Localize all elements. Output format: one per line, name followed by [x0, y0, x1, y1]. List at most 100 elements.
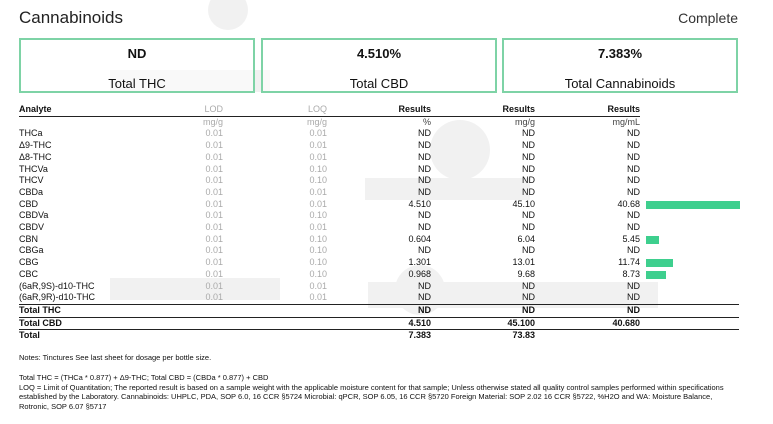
method-notes: Total THC = (THCa * 0.877) + Δ9-THC; Tot… — [19, 373, 744, 411]
summary-box-total-cbd: 4.510% Total CBD — [261, 38, 497, 93]
result-mgg: 13.01 — [512, 257, 535, 268]
analyte-name: Δ8-THC — [19, 151, 52, 162]
lod-value: 0.01 — [205, 186, 223, 197]
result-mgml: ND — [627, 245, 640, 256]
result-mgml: 8.73 — [622, 268, 640, 279]
blank — [223, 329, 327, 343]
analyte-name: THCVa — [19, 163, 48, 174]
summary-value: ND — [127, 46, 147, 61]
bar-cell — [640, 140, 739, 152]
result-mgg: ND — [522, 151, 535, 162]
loq-value: 0.01 — [309, 186, 327, 197]
loq-value: 0.01 — [309, 128, 327, 139]
loq-value: 0.01 — [309, 292, 327, 303]
header-results-mgg: Results — [431, 104, 535, 117]
bar-cell — [640, 269, 739, 281]
lod-value: 0.01 — [205, 198, 223, 209]
result-pct: ND — [418, 128, 431, 139]
loq-value: 0.10 — [309, 175, 327, 186]
bar-cell — [640, 128, 739, 140]
loq-value: 0.01 — [309, 151, 327, 162]
total-pct: 4.510 — [327, 316, 431, 330]
lod-value: 0.01 — [205, 292, 223, 303]
total-row: Total THC ND ND ND — [19, 303, 739, 318]
table-row: CBGa 0.01 0.10 ND ND ND — [19, 245, 739, 257]
result-pct: ND — [418, 222, 431, 233]
result-mgml: ND — [627, 186, 640, 197]
blank — [640, 316, 739, 330]
result-mgg: 9.68 — [517, 268, 535, 279]
total-pct: ND — [327, 303, 431, 318]
total-mgml: ND — [535, 303, 640, 318]
result-bar — [646, 200, 740, 209]
result-mgg: ND — [522, 128, 535, 139]
result-mgml: ND — [627, 280, 640, 291]
result-mgml: ND — [627, 128, 640, 139]
unit-bar-spacer — [640, 116, 739, 128]
total-mgg: 45.100 — [431, 316, 535, 330]
total-mgg: ND — [431, 303, 535, 318]
result-mgg: ND — [522, 210, 535, 221]
result-pct: 0.604 — [408, 233, 431, 244]
analyte-name: CBD — [19, 198, 39, 209]
table-row: Δ9-THC 0.01 0.01 ND ND ND — [19, 140, 739, 152]
result-pct: ND — [418, 245, 431, 256]
table-row: CBN 0.01 0.10 0.604 6.04 5.45 — [19, 234, 739, 246]
unit-mgg: mg/g — [514, 116, 535, 127]
result-mgml: 11.74 — [618, 257, 640, 268]
bar-cell — [640, 281, 739, 293]
result-mgml: ND — [627, 210, 640, 221]
bar-cell — [640, 164, 739, 176]
blank — [134, 329, 223, 343]
lod-value: 0.01 — [205, 175, 223, 186]
table-row: (6aR,9R)-d10-THC 0.01 0.01 ND ND ND — [19, 292, 739, 304]
total-name: Total THC — [19, 303, 134, 318]
analyte-name: CBDV — [19, 222, 45, 233]
lod-value: 0.01 — [205, 128, 223, 139]
result-mgml: ND — [627, 140, 640, 151]
header-results-mgml: Results — [535, 104, 640, 117]
unit-analyte — [19, 116, 134, 128]
unit-mgml: mg/mL — [612, 116, 640, 127]
analyte-name: THCV — [19, 175, 44, 186]
result-pct: ND — [418, 292, 431, 303]
header-results-pct: Results — [327, 104, 431, 117]
header-analyte: Analyte — [19, 104, 134, 117]
loq-value: 0.10 — [309, 163, 327, 174]
result-pct: ND — [418, 151, 431, 162]
loq-value: 0.10 — [309, 245, 327, 256]
result-mgg: ND — [522, 186, 535, 197]
table-row: CBC 0.01 0.10 0.968 9.68 8.73 — [19, 269, 739, 281]
loq-value: 0.10 — [309, 268, 327, 279]
analyte-name: (6aR,9R)-d10-THC — [19, 292, 96, 303]
formula-line: Total THC = (THCa * 0.877) + Δ9-THC; Tot… — [19, 373, 269, 382]
result-mgg: ND — [522, 140, 535, 151]
result-pct: 1.301 — [408, 257, 431, 268]
analyte-name: CBC — [19, 268, 39, 279]
lod-value: 0.01 — [205, 210, 223, 221]
bar-cell — [640, 152, 739, 164]
lod-value: 0.01 — [205, 245, 223, 256]
result-mgg: ND — [522, 175, 535, 186]
loq-value: 0.01 — [309, 198, 327, 209]
lod-value: 0.01 — [205, 140, 223, 151]
analyte-name: CBDVa — [19, 210, 49, 221]
bar-cell — [640, 257, 739, 269]
bar-cell — [640, 175, 739, 187]
table-row: CBG 0.01 0.10 1.301 13.01 11.74 — [19, 257, 739, 269]
analyte-name: CBDa — [19, 186, 44, 197]
bar-cell — [640, 245, 739, 257]
result-bar — [646, 259, 674, 268]
result-pct: ND — [418, 175, 431, 186]
unit-pct: % — [422, 116, 431, 127]
result-pct: 0.968 — [408, 268, 431, 279]
total-pct: 7.383 — [327, 329, 431, 343]
result-mgml: ND — [627, 175, 640, 186]
total-row: Total 7.383 73.83 — [19, 329, 739, 343]
blank — [640, 329, 739, 343]
watermark-circle-mid — [430, 120, 490, 180]
analyte-name: THCa — [19, 128, 43, 139]
watermark-circle-top — [208, 0, 248, 30]
total-mgml — [535, 329, 640, 343]
bar-cell — [640, 234, 739, 246]
